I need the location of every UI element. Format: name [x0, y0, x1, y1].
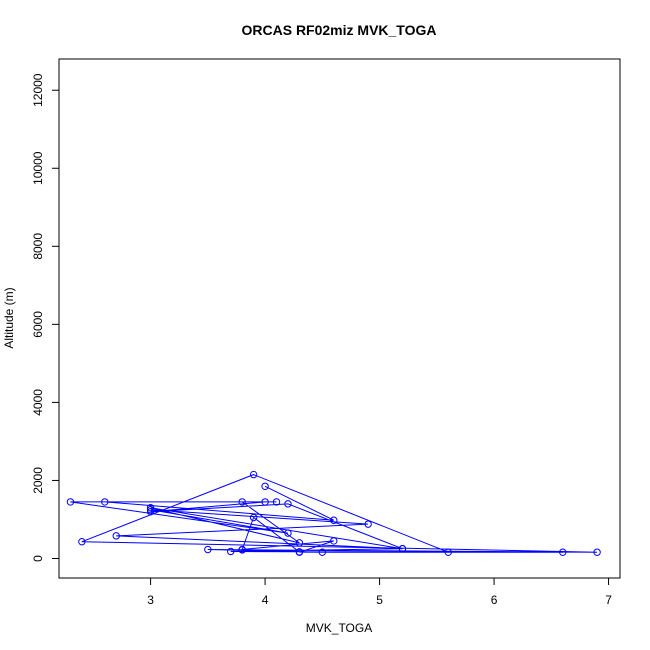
x-tick-label: 3 [147, 593, 154, 607]
data-point [295, 548, 304, 556]
x-axis-label: MVK_TOGA [306, 621, 372, 635]
y-tick-label: 2000 [31, 467, 45, 494]
data-point [398, 545, 407, 553]
data-point [66, 498, 75, 506]
y-tick-label: 8000 [31, 233, 45, 260]
y-tick-label: 6000 [31, 311, 45, 338]
data-point [593, 548, 601, 556]
y-axis: 0 2000 4000 6000 8000 10000 12000 [31, 73, 59, 562]
data-point [284, 529, 292, 537]
data-point [261, 482, 269, 490]
data-point [559, 548, 567, 556]
x-tick-label: 4 [262, 593, 269, 607]
series-line [70, 474, 598, 553]
x-tick-label: 7 [605, 593, 612, 607]
y-tick-label: 10000 [31, 151, 45, 185]
y-axis-label: Altitude (m) [2, 287, 16, 348]
data-point [249, 470, 258, 479]
data-point [284, 500, 292, 508]
data-point [330, 537, 338, 545]
x-tick-label: 6 [491, 593, 498, 607]
data-point [444, 548, 452, 556]
data-point [249, 513, 258, 522]
y-tick-label: 12000 [31, 73, 45, 107]
data-point [238, 545, 246, 554]
data-point [227, 547, 235, 556]
x-axis: 3 4 5 6 7 [147, 578, 612, 607]
y-tick-label: 0 [31, 555, 45, 562]
data-point [112, 532, 120, 540]
data-point [101, 498, 109, 506]
data-point [146, 504, 155, 512]
plot-frame [58, 58, 621, 579]
chart-title: ORCAS RF02miz MVK_TOGA [242, 22, 437, 38]
data-point [78, 538, 86, 546]
x-tick-label: 5 [376, 593, 383, 607]
data-point [146, 506, 155, 514]
data-point [364, 520, 372, 528]
data-point [272, 498, 281, 506]
data-point [204, 545, 212, 554]
data-point [146, 507, 155, 516]
data-point [330, 516, 338, 524]
data-point [295, 539, 304, 547]
series-layer [66, 470, 601, 556]
y-tick-label: 4000 [31, 389, 45, 416]
data-point [261, 498, 269, 506]
data-point [238, 498, 246, 506]
data-point [318, 548, 327, 556]
